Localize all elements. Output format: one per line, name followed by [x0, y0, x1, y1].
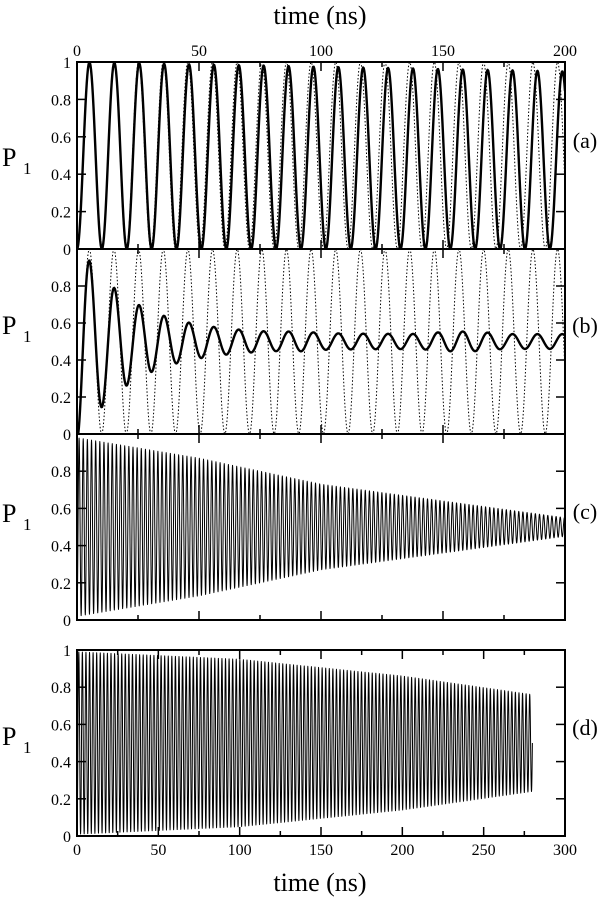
- panel-b-series-solid-line: [77, 259, 565, 434]
- panel-d-xtick-label: 300: [553, 842, 577, 859]
- panel-c-ytick-label: 0.2: [51, 576, 71, 593]
- panel-a-ytick-label: 1: [63, 55, 71, 72]
- panel-c-ylabel-subscript: 1: [23, 515, 32, 534]
- panel-a-series-dotted-line: [77, 62, 565, 249]
- panel-d-ytick-label: 0.4: [51, 755, 71, 772]
- panel-d-ytick-label: 0: [63, 829, 71, 846]
- panel-b-ylabel: P: [2, 311, 16, 340]
- panel-a-tag: (a): [573, 128, 597, 153]
- panel-a-frame: [76, 61, 566, 250]
- panel-b: 0 0.2 0.4 0.6 0.8 P 1 (b): [2, 248, 598, 444]
- panel-c-ytick-label: 0.6: [51, 501, 71, 518]
- panel-c-ytick-label: 0.8: [51, 464, 71, 481]
- panel-c-tag: (c): [573, 499, 597, 524]
- panel-c-ytick-label: 0.4: [51, 539, 71, 556]
- panel-a-ytick-label: 0.2: [51, 205, 71, 222]
- panel-d-ylabel: P: [2, 722, 16, 751]
- panel-d-series-solid-line: [77, 651, 533, 835]
- panel-d-xtick-label: 250: [472, 842, 496, 859]
- panel-c-ylabel: P: [2, 499, 16, 528]
- panel-a-ytick-label: 0.6: [51, 130, 71, 147]
- panel-b-series-dotted-line: [77, 249, 565, 434]
- panel-b-ytick-label: 0.2: [51, 390, 71, 407]
- panel-a-ytick-label: 0.4: [51, 167, 71, 184]
- panel-b-ylabel-subscript: 1: [23, 327, 32, 346]
- panel-b-frame: [76, 248, 566, 435]
- top-axis-title: time (ns): [273, 1, 366, 30]
- panel-d-tag: (d): [572, 715, 598, 740]
- panel-a-series-solid-line: [77, 62, 565, 249]
- panel-d-xtick-label: 100: [228, 842, 252, 859]
- panel-d-ytick-label: 0.8: [51, 680, 71, 697]
- panel-b-tag: (b): [572, 313, 598, 338]
- panel-a-xtick-label: 50: [191, 43, 207, 60]
- panel-d-ytick-label: 0.6: [51, 717, 71, 734]
- panel-a-ytick-label: 0.8: [51, 92, 71, 109]
- panel-b-ytick-label: 0: [63, 427, 71, 444]
- panel-c-ytick-label: 0: [63, 613, 71, 630]
- panel-b-ytick-label: 0.4: [51, 353, 71, 370]
- panel-d-xtick-label: 150: [309, 842, 333, 859]
- panel-b-ytick-label: 0.8: [51, 279, 71, 296]
- panel-a-xtick-label: 0: [73, 43, 81, 60]
- panel-a-ytick-label: 0: [63, 242, 71, 259]
- bottom-axis-title: time (ns): [273, 868, 366, 897]
- panel-d-ytick-label: 0.2: [51, 792, 71, 809]
- panel-d-xtick-label: 200: [390, 842, 414, 859]
- panel-d-xtick-label: 0: [73, 842, 81, 859]
- panel-c: 0 0.2 0.4 0.6 0.8 P 1 (c): [2, 433, 597, 630]
- panel-b-ytick-label: 0.6: [51, 316, 71, 333]
- panel-a-xtick-label: 150: [431, 43, 455, 60]
- panel-c-series-solid-line: [77, 437, 565, 617]
- panel-a-xtick-label: 100: [309, 43, 333, 60]
- panel-a-xtick-label: 200: [553, 43, 577, 60]
- panel-a-ylabel: P: [2, 143, 16, 172]
- panel-d-xtick-label: 50: [150, 842, 166, 859]
- panel-d-ylabel-subscript: 1: [23, 738, 32, 757]
- panel-a-ylabel-subscript: 1: [23, 159, 32, 178]
- panel-d-ytick-label: 1: [63, 643, 71, 660]
